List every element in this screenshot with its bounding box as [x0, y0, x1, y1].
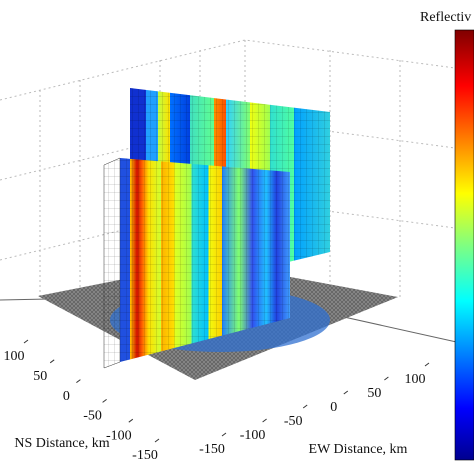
- x-tick-label: -150: [132, 448, 158, 463]
- y-tick-label: 0: [330, 400, 337, 415]
- y-tick: [221, 432, 227, 437]
- x-tick-label: 50: [33, 369, 47, 384]
- y-tick-label: 100: [405, 372, 426, 387]
- x-tick: [76, 379, 81, 384]
- ns-plane-mesh: [120, 158, 290, 362]
- x-tick-label: 100: [4, 349, 25, 364]
- y-tick-label: 50: [367, 386, 381, 401]
- ns-plane-edge: [103, 157, 121, 369]
- y-tick: [384, 376, 389, 381]
- y-tick-label: -150: [199, 442, 225, 457]
- x-tick: [128, 418, 134, 423]
- x-tick-label: -100: [106, 428, 132, 443]
- x-axis-label: NS Distance, km: [14, 436, 109, 451]
- y-axis-label: EW Distance, km: [309, 442, 408, 457]
- x-tick: [49, 359, 55, 364]
- x-tick: [154, 438, 160, 443]
- colorbar-label: Reflectiv: [420, 10, 471, 25]
- y-tick-label: -100: [240, 428, 266, 443]
- x-tick-label: 0: [63, 389, 70, 404]
- x-tick: [102, 398, 107, 403]
- x-tick: [23, 339, 29, 344]
- y-tick: [424, 362, 430, 367]
- y-tick: [262, 418, 267, 423]
- y-tick-label: -50: [284, 414, 303, 429]
- x-tick-label: -50: [83, 409, 102, 424]
- y-tick: [302, 404, 308, 409]
- y-tick: [343, 390, 349, 395]
- colorbar: [454, 29, 474, 461]
